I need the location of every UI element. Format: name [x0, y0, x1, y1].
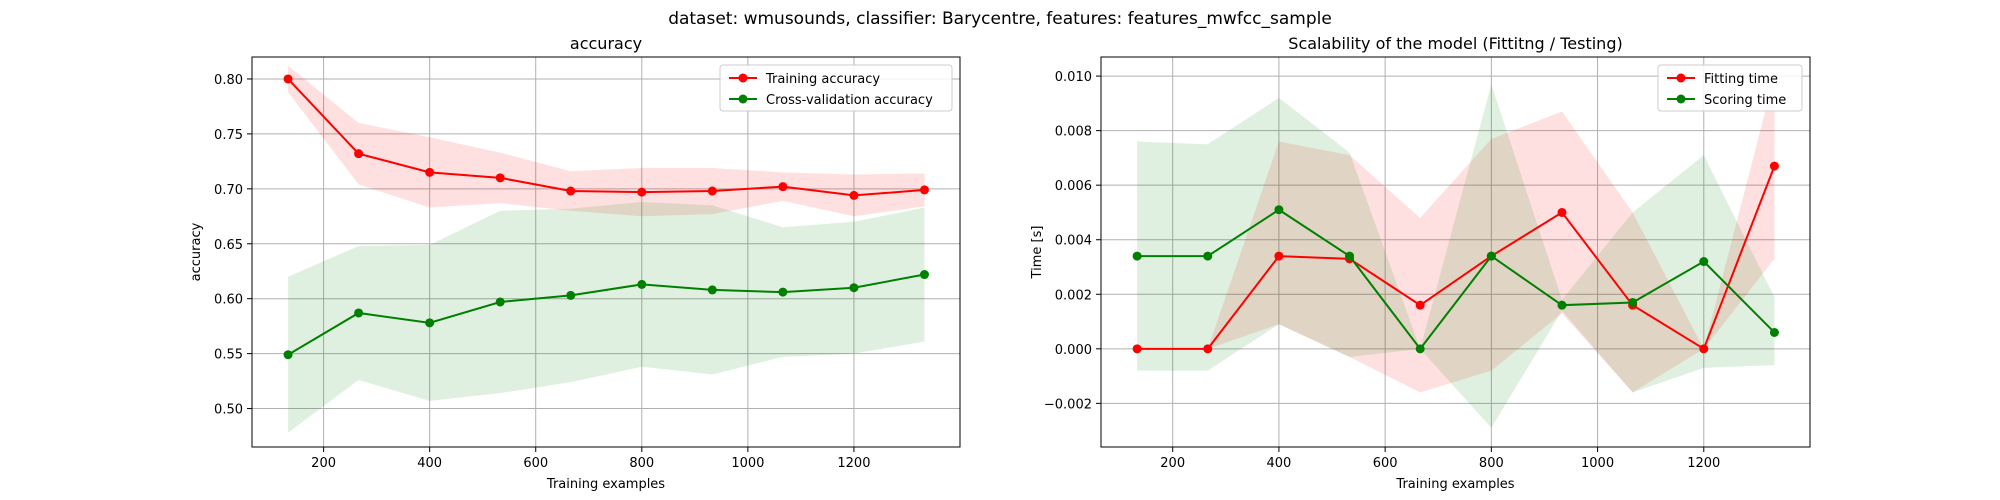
chart1-series-1-point-2: [1274, 205, 1284, 215]
scalability-subplot: 200 400 600 800 1000 1200 −0.002 0.000 0.002 0.00…: [1030, 34, 1811, 492]
chart1-legend-marker-0: [1676, 73, 1686, 83]
chart1-x-axis-label: Training examples: [1395, 477, 1514, 492]
chart1-series-0-point-9: [1769, 161, 1779, 171]
chart0-series-0-point-3: [495, 173, 505, 183]
chart0-y-tick-label-4: 0.70: [214, 183, 243, 198]
chart0-series-1-point-9: [919, 270, 929, 280]
chart0-legend-label-0: Training accuracy: [765, 72, 880, 87]
chart1-y-tick-label-5: 0.008: [1055, 125, 1092, 140]
accuracy-subplot: 200 400 600 800 1000 1200 0.50 0.55 0.60 0.65 0.70…: [189, 34, 961, 492]
chart0-series-1-point-2: [425, 318, 435, 328]
chart1-legend-label-0: Fitting time: [1704, 72, 1778, 87]
chart1-series-0-point-8: [1699, 344, 1709, 354]
chart0-band-0: [288, 65, 925, 217]
chart0-series-0-point-4: [566, 186, 576, 196]
chart0-legend-box: [719, 64, 953, 112]
chart1-y-tick-label-4: 0.006: [1055, 179, 1092, 194]
chart0-series-1-point-7: [778, 287, 788, 297]
chart1-x-tick-label-5: 1200: [1687, 456, 1720, 471]
chart0-x-tick-label-4: 1000: [731, 456, 764, 471]
chart1-y-tick-label-1: 0.000: [1055, 343, 1092, 358]
chart0-legend-label-1: Cross-validation accuracy: [766, 93, 933, 108]
chart0-series-0-point-2: [425, 167, 435, 177]
chart1-series-1-point-1: [1203, 251, 1213, 261]
chart0-series-0-point-5: [637, 187, 647, 197]
figure-title: dataset: wmusounds, classifier: Barycent…: [668, 9, 1332, 29]
chart1-series-1-point-8: [1699, 257, 1709, 267]
chart1-series-line-1: [1137, 208, 1776, 351]
chart1-y-tick-label-2: 0.002: [1055, 288, 1092, 303]
chart1-x-tick-label-3: 800: [1479, 456, 1504, 471]
chart1-series-1-point-0: [1132, 251, 1142, 261]
chart1-axes-frame: [1100, 56, 1811, 448]
chart1-series-0-point-4: [1415, 300, 1425, 310]
chart1-series-0-point-0: [1132, 344, 1142, 354]
chart0-series-1-point-3: [495, 297, 505, 307]
chart0-x-tick-label-1: 400: [417, 456, 442, 471]
chart1-y-tick-label-3: 0.004: [1055, 234, 1092, 249]
chart1-y-axis-label: Time [s]: [1030, 226, 1045, 280]
chart0-series-1-point-4: [566, 290, 576, 300]
chart0-series-0-point-0: [283, 74, 293, 84]
chart0-y-tick-label-1: 0.55: [214, 348, 243, 363]
chart0-y-tick-label-0: 0.50: [214, 403, 243, 418]
chart1-series-1-point-4: [1415, 344, 1425, 354]
chart0-y-tick-label-5: 0.75: [214, 128, 243, 143]
chart0-band-1: [288, 202, 925, 433]
chart1-legend-marker-1: [1676, 94, 1686, 104]
chart1-series-line-0: [1137, 165, 1776, 351]
chart1-series-1-point-6: [1557, 300, 1567, 310]
chart0-series-1-point-8: [849, 283, 859, 293]
chart1-series-1-point-5: [1486, 251, 1496, 261]
chart1-series-0-point-2: [1274, 251, 1284, 261]
chart0-x-tick-label-3: 800: [629, 456, 654, 471]
chart0-series-line-1: [287, 273, 925, 356]
chart0-x-axis-label: Training examples: [546, 477, 665, 492]
chart0-legend-marker-1: [738, 94, 748, 104]
chart1-series-0-point-6: [1557, 207, 1567, 217]
chart1-title: Scalability of the model (Fittitng / Tes…: [1288, 34, 1622, 53]
chart0-legend-marker-0: [738, 73, 748, 83]
chart1-band-1: [1137, 84, 1775, 428]
chart1-series-1-point-7: [1628, 297, 1638, 307]
chart0-series-0-point-8: [849, 190, 859, 200]
chart0-series-0-point-1: [354, 149, 364, 159]
chart1-legend-label-1: Scoring time: [1704, 93, 1786, 108]
chart0-series-0-point-9: [919, 185, 929, 195]
chart1-series-0-point-1: [1203, 344, 1213, 354]
chart0-x-tick-label-0: 200: [311, 456, 336, 471]
chart0-series-1-point-0: [283, 350, 293, 360]
chart0-x-tick-label-2: 600: [523, 456, 548, 471]
chart0-series-1-point-1: [354, 308, 364, 318]
chart1-series-1-point-3: [1345, 251, 1355, 261]
chart0-series-1-point-5: [637, 279, 647, 289]
chart0-series-0-point-7: [778, 182, 788, 192]
chart1-x-tick-label-4: 1000: [1581, 456, 1614, 471]
chart1-y-tick-label-0: −0.002: [1044, 397, 1092, 412]
chart0-series-line-0: [287, 78, 925, 197]
chart0-y-tick-label-6: 0.80: [214, 73, 243, 88]
chart0-y-axis-label: accuracy: [189, 222, 204, 281]
chart0-title: accuracy: [570, 34, 642, 53]
chart1-y-tick-label-6: 0.010: [1055, 70, 1092, 85]
chart1-series-1-point-9: [1769, 327, 1779, 337]
chart0-y-tick-label-2: 0.60: [214, 293, 243, 308]
chart1-x-tick-label-2: 600: [1373, 456, 1398, 471]
chart0-series-1-point-6: [707, 285, 717, 295]
chart1-x-tick-label-1: 400: [1266, 456, 1291, 471]
chart0-series-0-point-6: [707, 186, 717, 196]
chart0-y-tick-label-3: 0.65: [214, 238, 243, 253]
chart1-x-tick-label-0: 200: [1160, 456, 1185, 471]
chart0-x-tick-label-5: 1200: [837, 456, 870, 471]
chart1-band-0: [1137, 76, 1775, 393]
chart0-axes-frame: [251, 56, 961, 448]
